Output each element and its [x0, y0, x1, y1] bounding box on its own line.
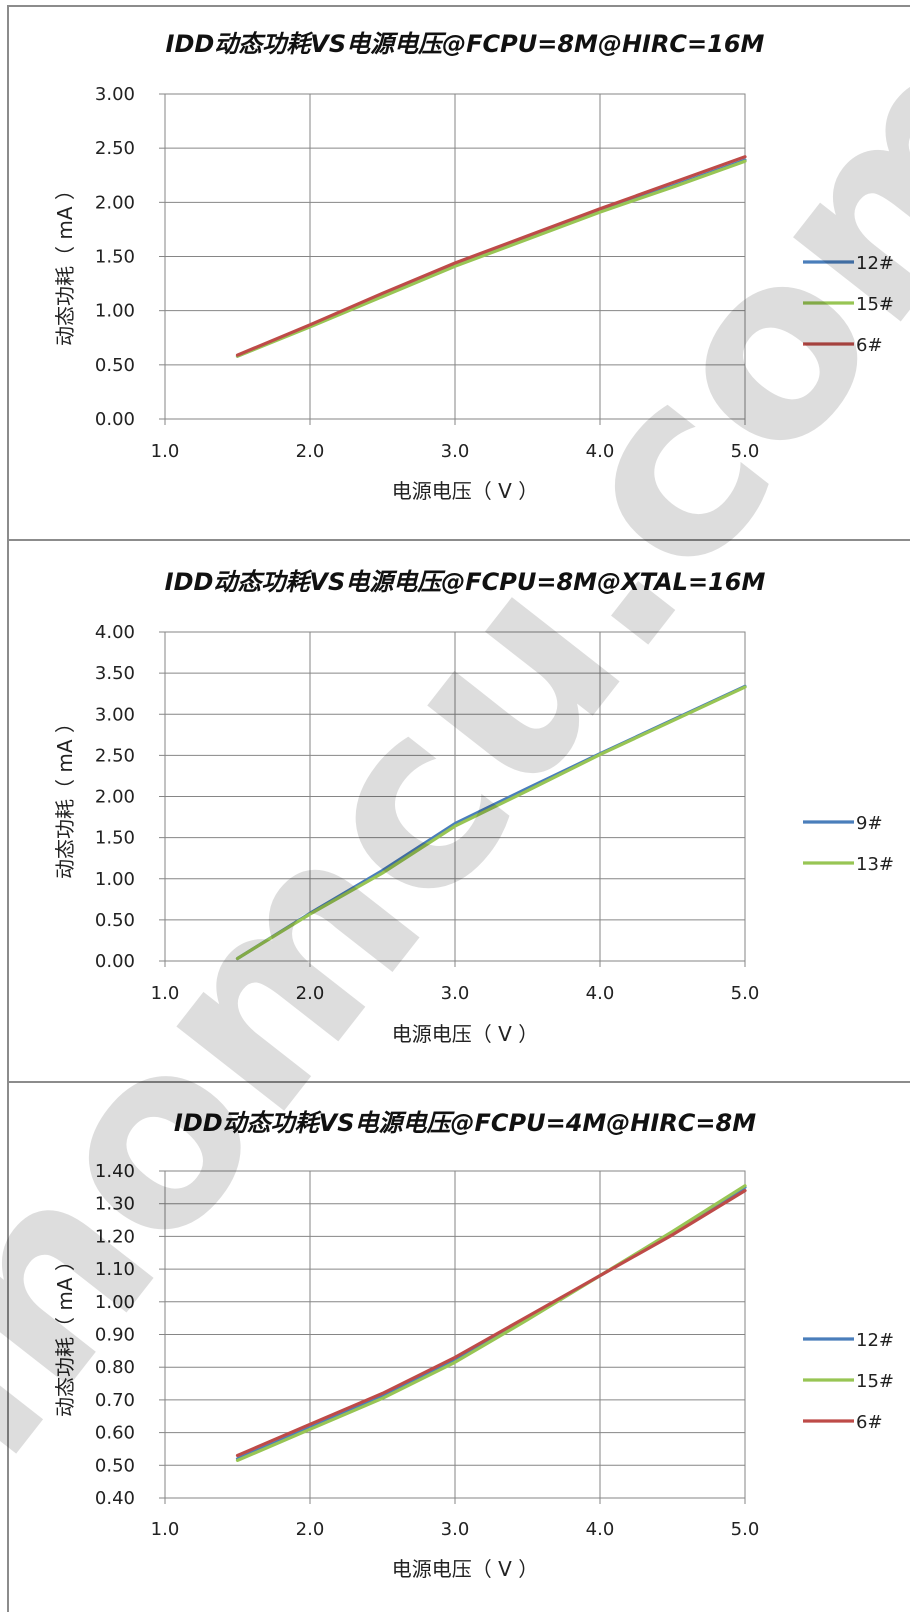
y-tick-label: 1.10 [95, 1259, 135, 1280]
figure-frame [7, 5, 910, 1616]
legend: 12# 15# 6# [803, 253, 894, 356]
y-tick-label: 2.50 [95, 138, 135, 159]
x-axis-label: 电源电压（ V ） [392, 1557, 538, 1581]
y-tick-label: 3.00 [95, 704, 135, 725]
series-line-6# [235, 155, 747, 357]
y-tick-label: 2.00 [95, 787, 135, 808]
y-tick-label: 0.90 [95, 1325, 135, 1346]
legend-label: 6# [856, 1412, 883, 1433]
y-tick-label: 1.50 [95, 247, 135, 268]
y-tick-label: 0.00 [95, 409, 135, 430]
chart-title: IDD动态功耗VS电源电压@FCPU=8M@XTAL=16M [165, 568, 766, 596]
y-tick-label: 0.00 [95, 951, 135, 972]
y-tick-label: 1.00 [95, 301, 135, 322]
y-tick-label: 0.60 [95, 1423, 135, 1444]
x-tick-label: 5.0 [731, 983, 760, 1004]
legend: 9# 13# [803, 813, 894, 875]
legend-label: 15# [856, 294, 894, 315]
y-tick-label: 1.00 [95, 869, 135, 890]
x-axis-label: 电源电压（ V ） [392, 479, 538, 503]
y-axis-label: 动态功耗（ mA ） [53, 180, 77, 346]
chart-title: IDD动态功耗VS电源电压@FCPU=4M@HIRC=8M [174, 1109, 756, 1137]
y-tick-label: 1.00 [95, 1292, 135, 1313]
x-tick-label: 2.0 [296, 1519, 325, 1540]
y-tick-label: 1.40 [95, 1161, 135, 1182]
y-tick-label: 0.50 [95, 355, 135, 376]
y-axis-label: 动态功耗（ mA ） [53, 713, 77, 879]
legend-label: 9# [856, 813, 883, 834]
y-tick-label: 0.70 [95, 1390, 135, 1411]
x-tick-label: 3.0 [441, 1519, 470, 1540]
legend-label: 6# [856, 335, 883, 356]
x-tick-label: 2.0 [296, 983, 325, 1004]
y-tick-label: 2.50 [95, 745, 135, 766]
x-tick-label: 3.0 [441, 441, 470, 462]
legend-label: 12# [856, 1330, 894, 1351]
chart-panel-2: IDD动态功耗VS电源电压@FCPU=8M@XTAL=16M 0.00 0.50 1.… [53, 568, 894, 1046]
y-tick-label: 1.50 [95, 828, 135, 849]
series-line-15# [235, 1184, 747, 1463]
y-tick-label: 3.50 [95, 663, 135, 684]
y-tick-label: 3.00 [95, 84, 135, 105]
y-tick-label: 0.50 [95, 910, 135, 931]
y-axis-label: 动态功耗（ mA ） [53, 1251, 77, 1417]
x-tick-label: 3.0 [441, 983, 470, 1004]
y-tick-label: 2.00 [95, 192, 135, 213]
x-tick-label: 4.0 [586, 983, 615, 1004]
chart-panel-3: IDD动态功耗VS电源电压@FCPU=4M@HIRC=8M 0.40 0.50 0.6… [53, 1109, 894, 1581]
y-tick-label: 0.80 [95, 1357, 135, 1378]
series-line-15# [235, 159, 747, 358]
y-tick-label: 1.30 [95, 1194, 135, 1215]
x-tick-label: 1.0 [151, 983, 180, 1004]
x-tick-label: 5.0 [731, 1519, 760, 1540]
legend: 12# 15# 6# [803, 1330, 894, 1433]
chart-panel-1: IDD动态功耗VS电源电压@FCPU=8M@HIRC=16M 0.00 0.50 1.… [53, 30, 894, 503]
y-tick-label: 0.50 [95, 1455, 135, 1476]
legend-label: 15# [856, 1371, 894, 1392]
x-tick-label: 1.0 [151, 1519, 180, 1540]
series-line-13# [235, 685, 747, 961]
x-tick-label: 1.0 [151, 441, 180, 462]
x-tick-label: 4.0 [586, 1519, 615, 1540]
x-tick-label: 4.0 [586, 441, 615, 462]
chart-title: IDD动态功耗VS电源电压@FCPU=8M@HIRC=16M [166, 30, 765, 58]
x-tick-label: 2.0 [296, 441, 325, 462]
legend-label: 12# [856, 253, 894, 274]
y-tick-label: 0.40 [95, 1488, 135, 1509]
series-line-6# [235, 1188, 747, 1458]
x-tick-label: 5.0 [731, 441, 760, 462]
y-tick-label: 4.00 [95, 622, 135, 643]
legend-label: 13# [856, 854, 894, 875]
y-tick-label: 1.20 [95, 1226, 135, 1247]
x-axis-label: 电源电压（ V ） [392, 1022, 538, 1046]
